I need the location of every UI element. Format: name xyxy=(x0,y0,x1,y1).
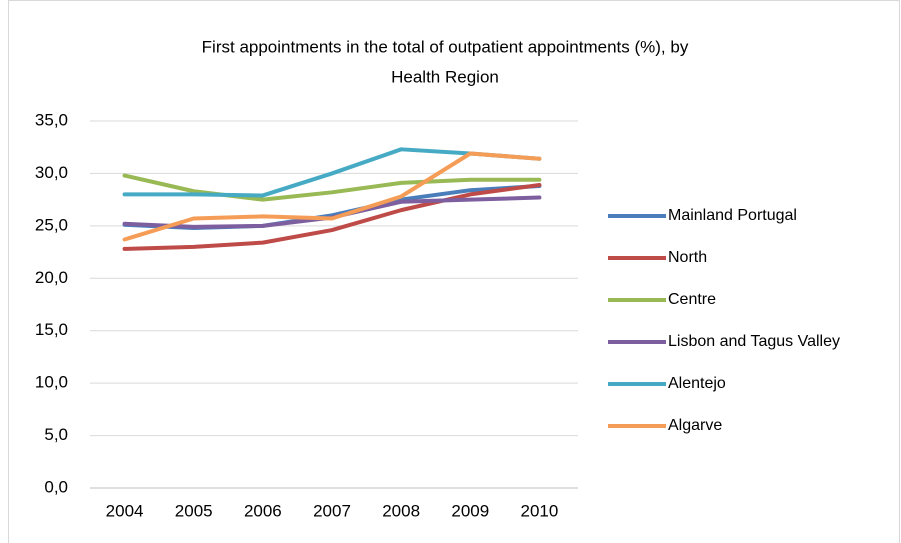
legend-label: Centre xyxy=(668,291,716,308)
y-tick-label: 25,0 xyxy=(35,215,68,234)
legend-label: Lisbon and Tagus Valley xyxy=(668,333,840,350)
x-tick-label: 2008 xyxy=(382,501,420,520)
y-tick-label: 20,0 xyxy=(35,268,68,287)
x-tick-label: 2005 xyxy=(175,501,213,520)
x-tick-label: 2009 xyxy=(451,501,489,520)
series-line xyxy=(122,151,542,242)
x-tick-label: 2004 xyxy=(106,501,144,520)
chart-title: Health Region xyxy=(391,67,499,86)
y-tick-label: 10,0 xyxy=(35,373,68,392)
series-line xyxy=(122,173,542,202)
x-tick-label: 2006 xyxy=(244,501,282,520)
chart-title: First appointments in the total of outpa… xyxy=(202,37,689,56)
y-tick-label: 35,0 xyxy=(35,110,68,129)
x-tick-label: 2007 xyxy=(313,501,351,520)
legend-label: North xyxy=(668,249,707,266)
y-tick-label: 0,0 xyxy=(44,477,68,496)
chart-frame xyxy=(8,0,900,543)
x-tick-label: 2010 xyxy=(521,501,559,520)
y-tick-label: 30,0 xyxy=(35,163,68,182)
y-tick-label: 15,0 xyxy=(35,320,68,339)
y-tick-label: 5,0 xyxy=(44,425,68,444)
legend-label: Alentejo xyxy=(668,375,726,392)
legend-label: Mainland Portugal xyxy=(668,207,797,224)
series-line xyxy=(122,182,542,251)
legend-label: Algarve xyxy=(668,417,722,434)
